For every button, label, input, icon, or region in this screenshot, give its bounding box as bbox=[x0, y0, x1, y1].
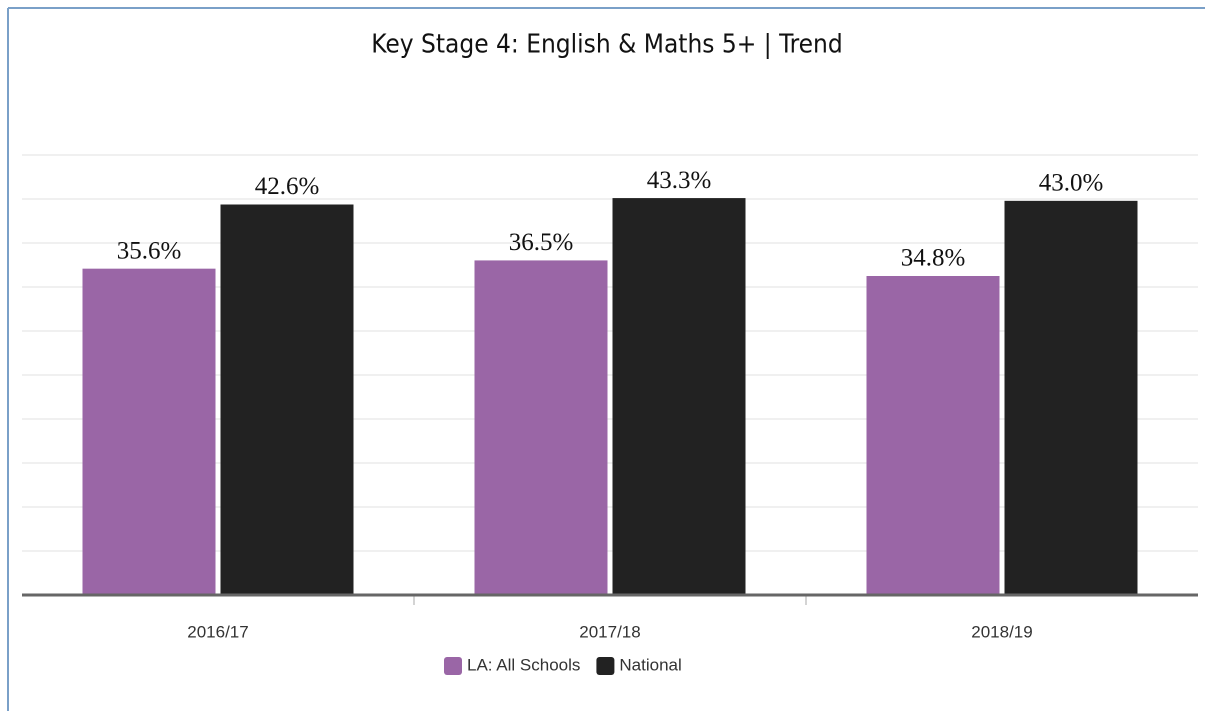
bar bbox=[82, 268, 216, 595]
x-tick-label: 2017/18 bbox=[579, 622, 640, 641]
x-tick-label: 2018/19 bbox=[971, 622, 1032, 641]
bar bbox=[612, 198, 746, 596]
data-label: 42.6% bbox=[255, 173, 320, 200]
data-label: 34.8% bbox=[901, 245, 966, 272]
data-label: 35.6% bbox=[117, 237, 182, 264]
data-label: 36.5% bbox=[509, 229, 574, 256]
legend-label: LA: All Schools bbox=[467, 655, 580, 674]
bar bbox=[1004, 200, 1138, 596]
bar bbox=[474, 260, 608, 595]
data-label: 43.0% bbox=[1039, 170, 1104, 197]
legend-label: National bbox=[619, 655, 681, 674]
bar bbox=[220, 204, 354, 595]
data-label: 43.3% bbox=[647, 167, 712, 194]
bar bbox=[866, 276, 1000, 595]
x-tick-label: 2016/17 bbox=[187, 622, 248, 641]
legend-swatch bbox=[596, 657, 615, 675]
legend-swatch bbox=[444, 657, 462, 675]
chart-title: Key Stage 4: English & Maths 5+ | Trend bbox=[371, 30, 842, 60]
